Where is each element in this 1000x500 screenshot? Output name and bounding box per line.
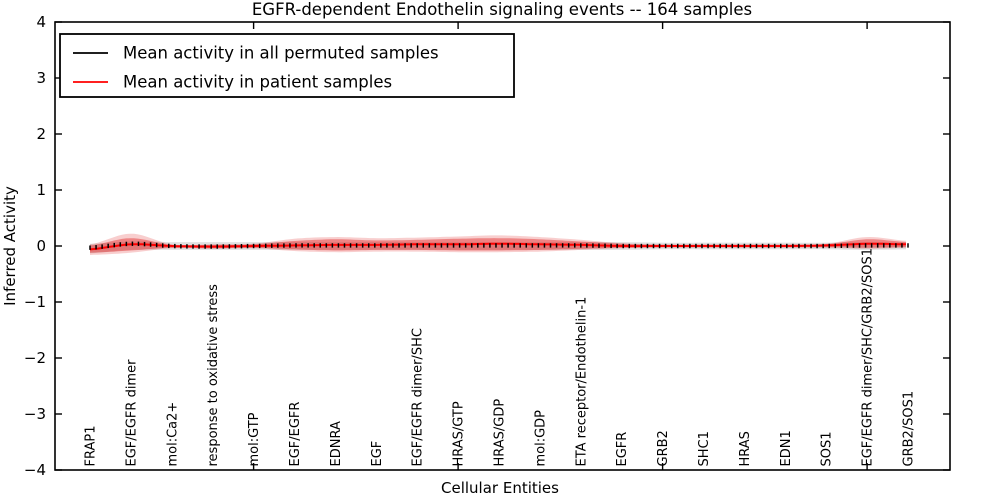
patient-mean-line — [89, 242, 907, 251]
entity-label: HRAS/GDP — [493, 399, 508, 467]
entity-label: mol:GDP — [533, 410, 548, 467]
entity-label: EDN1 — [779, 430, 794, 466]
entity-label: response to oxidative stress — [206, 284, 221, 467]
y-tick-label: −4 — [24, 461, 46, 479]
entity-label: GRB2 — [656, 430, 671, 466]
entity-label: GRB2/SOS1 — [902, 391, 917, 467]
y-axis-label: Inferred Activity — [1, 186, 19, 306]
y-tick-label: 4 — [36, 13, 46, 31]
y-tick-label: 0 — [36, 237, 46, 255]
y-tick-label: 2 — [36, 125, 46, 143]
entity-label: EGF/EGFR — [288, 402, 303, 467]
y-tick-label: −3 — [24, 405, 46, 423]
entity-label: HRAS — [738, 431, 753, 466]
y-tick-label: 3 — [36, 69, 46, 87]
entity-label: EGF/EGFR dimer/SHC/GRB2/SOS1 — [861, 248, 876, 467]
entity-label: EDNRA — [329, 421, 344, 466]
entity-label: ETA receptor/Endothelin-1 — [574, 297, 589, 467]
y-tick-label: −1 — [24, 293, 46, 311]
permuted-mean-markers — [89, 241, 909, 250]
legend-box — [59, 33, 515, 98]
entity-label: mol:GTP — [247, 412, 262, 466]
legend: Mean activity in all permuted samples Mea… — [59, 33, 515, 98]
entity-label: EGF/EGFR dimer/SHC — [411, 328, 426, 466]
entity-label: EGF — [370, 441, 385, 467]
series-line-layer — [89, 241, 909, 251]
x-axis-label: Cellular Entities — [441, 479, 559, 497]
patient-inner-spread-band — [90, 238, 906, 253]
chart-title: EGFR-dependent Endothelin signaling even… — [252, 0, 752, 19]
legend-entry-label: Mean activity in all permuted samples — [123, 44, 439, 63]
legend-entry-label: Mean activity in patient samples — [123, 73, 392, 92]
entity-label: EGF/EGFR dimer — [124, 359, 139, 467]
y-tick-label: −2 — [24, 349, 46, 367]
entity-label: EGFR — [615, 432, 630, 467]
entity-label: SOS1 — [820, 431, 835, 466]
axes-frame-layer: 4 3 2 1 0 −1 −2 −3 −4 — [24, 13, 951, 479]
entity-label: SHC1 — [697, 431, 712, 466]
entity-label: HRAS/GTP — [452, 401, 467, 466]
entity-label-layer: FRAP1 EGF/EGFR dimer mol:Ca2+ response to o… — [84, 248, 917, 467]
entity-label: mol:Ca2+ — [165, 402, 180, 467]
y-tick-label: 1 — [36, 181, 46, 199]
entity-label: FRAP1 — [84, 426, 99, 467]
